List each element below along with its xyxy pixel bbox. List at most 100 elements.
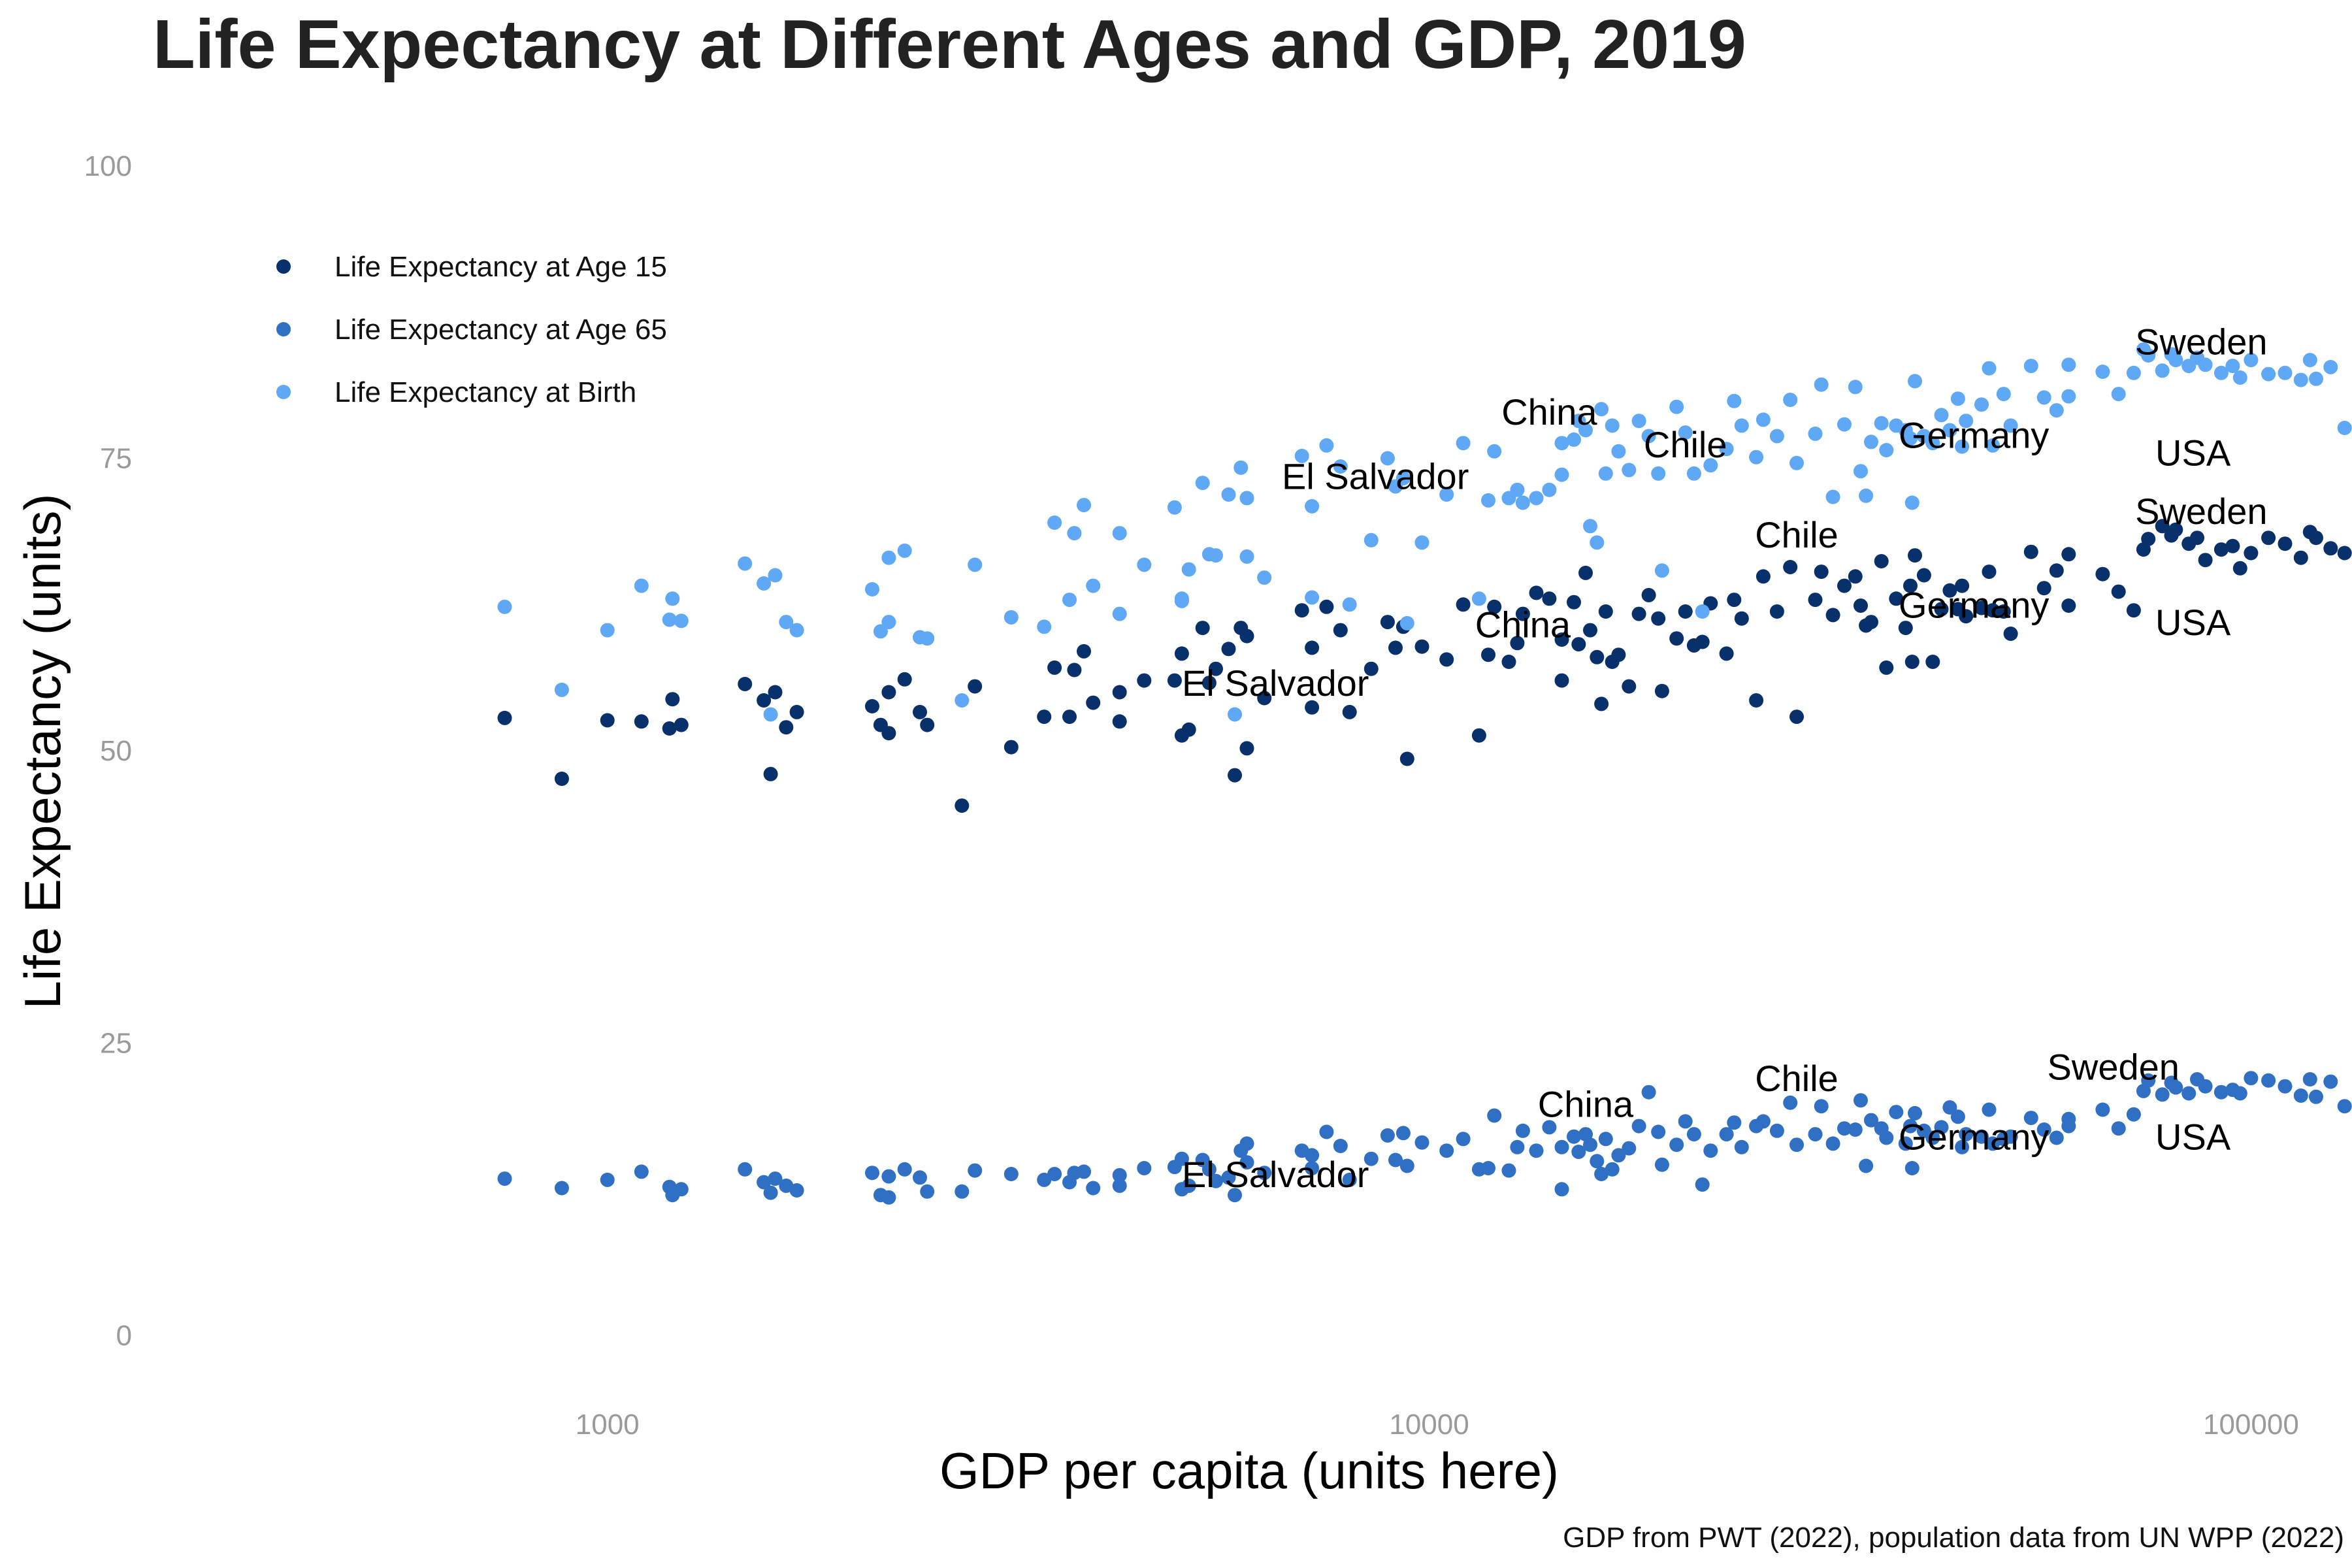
data-point — [1598, 604, 1613, 619]
data-point — [1364, 532, 1379, 547]
data-point — [1239, 491, 1254, 506]
data-point — [2036, 1122, 2051, 1137]
data-point — [674, 1182, 689, 1197]
data-point — [2141, 348, 2156, 363]
data-point — [1487, 599, 1502, 614]
data-point — [2023, 544, 2038, 559]
data-point — [881, 685, 896, 700]
data-point — [1959, 414, 1974, 429]
source-caption: GDP from PWT (2022), population data fro… — [1563, 1522, 2344, 1554]
data-point — [2337, 546, 2352, 561]
data-point — [968, 679, 983, 694]
country-label: Chile — [1755, 514, 1838, 555]
data-point — [1678, 425, 1693, 440]
data-point — [1112, 526, 1127, 541]
data-point — [1209, 1173, 1223, 1188]
chart-title: Life Expectancy at Different Ages and GD… — [153, 6, 1746, 83]
data-point — [1487, 1108, 1502, 1123]
data-point — [1734, 611, 1749, 626]
data-point — [757, 576, 772, 591]
data-point — [757, 1175, 772, 1190]
data-point — [1678, 604, 1693, 619]
data-point — [1239, 629, 1254, 644]
data-point — [1695, 634, 1710, 649]
data-point — [1388, 1152, 1403, 1168]
legend-swatch — [276, 322, 291, 336]
data-point — [1201, 676, 1217, 691]
data-point — [1985, 438, 2001, 453]
data-point — [1605, 418, 1620, 433]
data-point — [738, 677, 753, 691]
data-point — [1209, 661, 1223, 676]
country-label: Germany — [1899, 1117, 2049, 1158]
data-point — [665, 692, 680, 707]
data-point — [768, 568, 783, 583]
data-point — [662, 721, 677, 736]
data-point — [2155, 363, 2170, 378]
data-point — [1825, 608, 1840, 623]
data-point — [2278, 1079, 2293, 1094]
data-point — [2293, 550, 2308, 565]
data-point — [1719, 442, 1734, 457]
data-point — [1814, 1099, 1829, 1114]
data-point — [913, 704, 927, 719]
data-point — [1364, 661, 1379, 676]
data-point — [1859, 488, 1874, 503]
data-point — [955, 693, 970, 708]
data-point — [1077, 1164, 1091, 1179]
data-point — [757, 693, 772, 708]
data-point — [1112, 1168, 1127, 1183]
data-point — [1654, 1157, 1669, 1172]
data-point — [2244, 546, 2259, 561]
data-point — [1651, 611, 1666, 626]
data-point — [1333, 1139, 1348, 1153]
x-tick-label: 1000 — [576, 1409, 640, 1441]
data-point — [2049, 403, 2064, 418]
data-point — [1982, 1102, 1997, 1117]
y-tick-label: 25 — [100, 1028, 132, 1060]
data-point — [1510, 636, 1525, 651]
data-point — [1037, 619, 1052, 634]
data-point — [2337, 1099, 2352, 1114]
data-point — [865, 699, 879, 713]
data-point — [1611, 1148, 1626, 1163]
data-point — [1594, 402, 1609, 417]
data-point — [662, 612, 677, 627]
data-point — [2126, 365, 2141, 380]
data-point — [2141, 1073, 2156, 1088]
data-point — [1808, 593, 1823, 608]
data-point — [897, 543, 912, 558]
data-point — [789, 1183, 804, 1198]
data-point — [1590, 649, 1605, 664]
data-point — [1239, 1155, 1254, 1170]
data-point — [1578, 423, 1593, 438]
data-point — [1542, 591, 1557, 606]
data-point — [2261, 367, 2276, 382]
data-point — [1515, 1123, 1530, 1138]
data-point — [1769, 429, 1784, 444]
data-point — [1950, 1109, 1965, 1124]
data-point — [779, 615, 794, 630]
data-point — [1333, 623, 1348, 638]
data-point — [1221, 1170, 1236, 1185]
data-point — [1996, 387, 2011, 402]
data-point — [1848, 1122, 1863, 1137]
data-point — [1481, 493, 1495, 508]
data-point — [1631, 606, 1646, 621]
data-point — [1364, 1151, 1379, 1166]
data-point — [2225, 359, 2240, 374]
data-point — [1004, 1167, 1019, 1181]
data-point — [2003, 1129, 2018, 1144]
data-point — [1769, 604, 1784, 619]
data-point — [2111, 584, 2126, 599]
data-point — [1439, 1143, 1454, 1158]
data-point — [1294, 448, 1309, 463]
data-point — [1414, 535, 1429, 550]
data-point — [674, 613, 689, 629]
legend-swatch — [276, 385, 291, 399]
data-point — [1305, 1148, 1320, 1163]
data-point — [1848, 380, 1863, 395]
x-tick-label: 10000 — [1389, 1409, 1469, 1441]
data-point — [1783, 560, 1798, 574]
data-point — [1067, 662, 1082, 678]
